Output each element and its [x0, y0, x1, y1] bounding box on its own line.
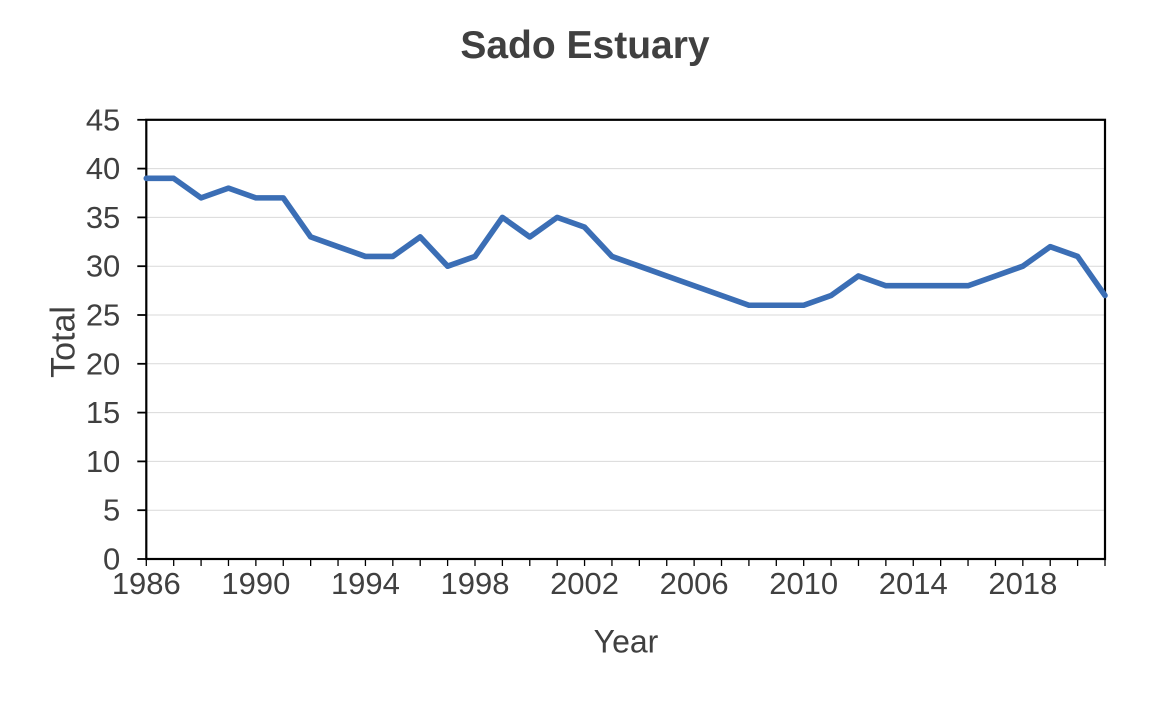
svg-text:40: 40	[86, 151, 120, 186]
svg-text:20: 20	[86, 346, 120, 381]
svg-text:10: 10	[86, 444, 120, 479]
svg-text:2006: 2006	[660, 566, 729, 601]
svg-text:45: 45	[86, 102, 120, 137]
svg-text:1986: 1986	[112, 566, 181, 601]
svg-text:2014: 2014	[879, 566, 948, 601]
svg-text:2002: 2002	[550, 566, 619, 601]
svg-text:2010: 2010	[769, 566, 838, 601]
svg-text:30: 30	[86, 249, 120, 284]
svg-text:2018: 2018	[988, 566, 1057, 601]
svg-text:15: 15	[86, 395, 120, 430]
svg-text:35: 35	[86, 200, 120, 235]
svg-text:1994: 1994	[331, 566, 400, 601]
svg-text:1990: 1990	[221, 566, 290, 601]
svg-text:1998: 1998	[441, 566, 510, 601]
svg-text:5: 5	[103, 493, 120, 528]
svg-text:25: 25	[86, 298, 120, 333]
